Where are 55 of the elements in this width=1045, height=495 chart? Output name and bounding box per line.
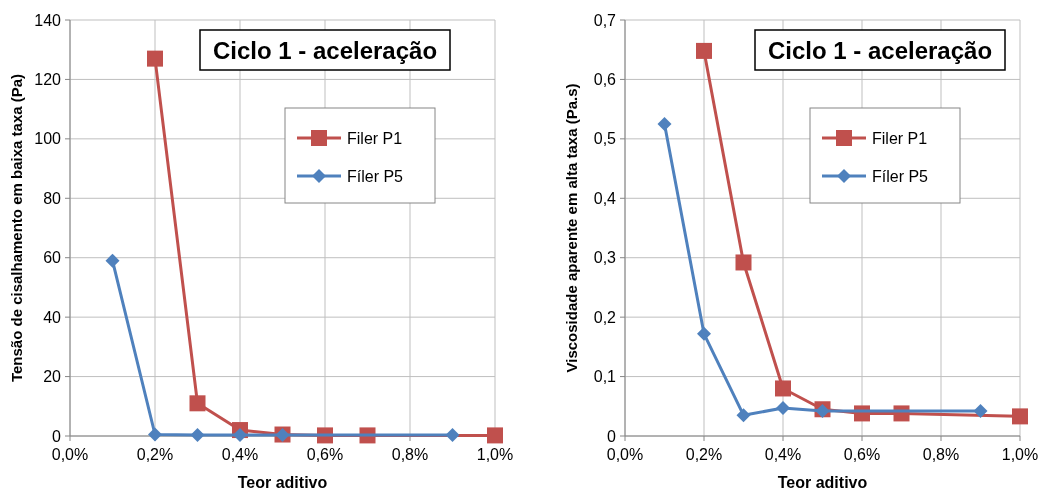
x-tick-label: 0,0% [606,446,644,463]
point [233,428,247,443]
y-tick-label: 100 [34,130,62,148]
x-axis-title: Teor aditivo [777,474,868,491]
y-tick-label: 20 [43,368,62,386]
y-tick-label: 0 [52,427,62,445]
y-axis-title: Viscosidade aparente em alta taxa (Pa.s) [563,83,580,373]
legend-label: Filer P1 [347,129,403,147]
point [736,408,751,423]
point [148,427,162,442]
x-tick-label: 0,2% [136,446,174,463]
y-tick-label: 0,6 [593,71,617,89]
point [147,50,163,67]
y-tick-label: 0,5 [593,130,617,148]
legend-label: Fíler P5 [872,167,929,185]
x-tick-label: 0,4% [221,446,259,463]
y-tick-label: 60 [43,249,62,267]
point [190,428,205,443]
x-tick-label: 0,8% [922,446,960,463]
point [105,253,120,268]
legend-label: Filer P1 [872,129,928,147]
x-tick-label: 0,0% [51,446,89,463]
legend-label: Fíler P5 [347,167,404,185]
x-tick-label: 1,0% [1001,446,1039,463]
y-tick-label: 0,3 [593,249,617,267]
point [776,401,790,416]
x-tick-label: 0,6% [843,446,881,463]
point [696,42,712,59]
point [657,117,672,131]
y-tick-label: 0,1 [593,368,617,386]
x-tick-label: 1,0% [476,446,514,463]
y-tick-label: 80 [43,189,62,207]
point [1012,408,1028,425]
x-tick-label: 0,6% [306,446,344,463]
y-tick-label: 40 [43,308,62,326]
y-axis-title: Tensão de cisalhamento em baixa taxa (Pa) [8,73,25,383]
y-tick-label: 0 [607,427,617,445]
point [775,380,791,397]
point [189,395,206,412]
x-axis-title: Teor aditivo [237,474,328,491]
point [735,254,752,271]
x-tick-label: 0,4% [764,446,802,463]
text: Ciclo 1 - aceleração [212,37,438,64]
point [445,428,460,443]
x-tick-label: 0,2% [685,446,723,463]
y-tick-label: 120 [34,71,62,89]
point [973,404,988,419]
x-tick-label: 0,8% [391,446,429,463]
y-tick-label: 0,7 [593,11,617,29]
y-tick-label: 140 [34,11,62,29]
point [697,326,711,341]
text: Ciclo 1 - aceleração [767,37,993,64]
point [487,427,503,444]
y-tick-label: 0,2 [593,308,617,326]
y-tick-label: 0,4 [593,189,617,207]
